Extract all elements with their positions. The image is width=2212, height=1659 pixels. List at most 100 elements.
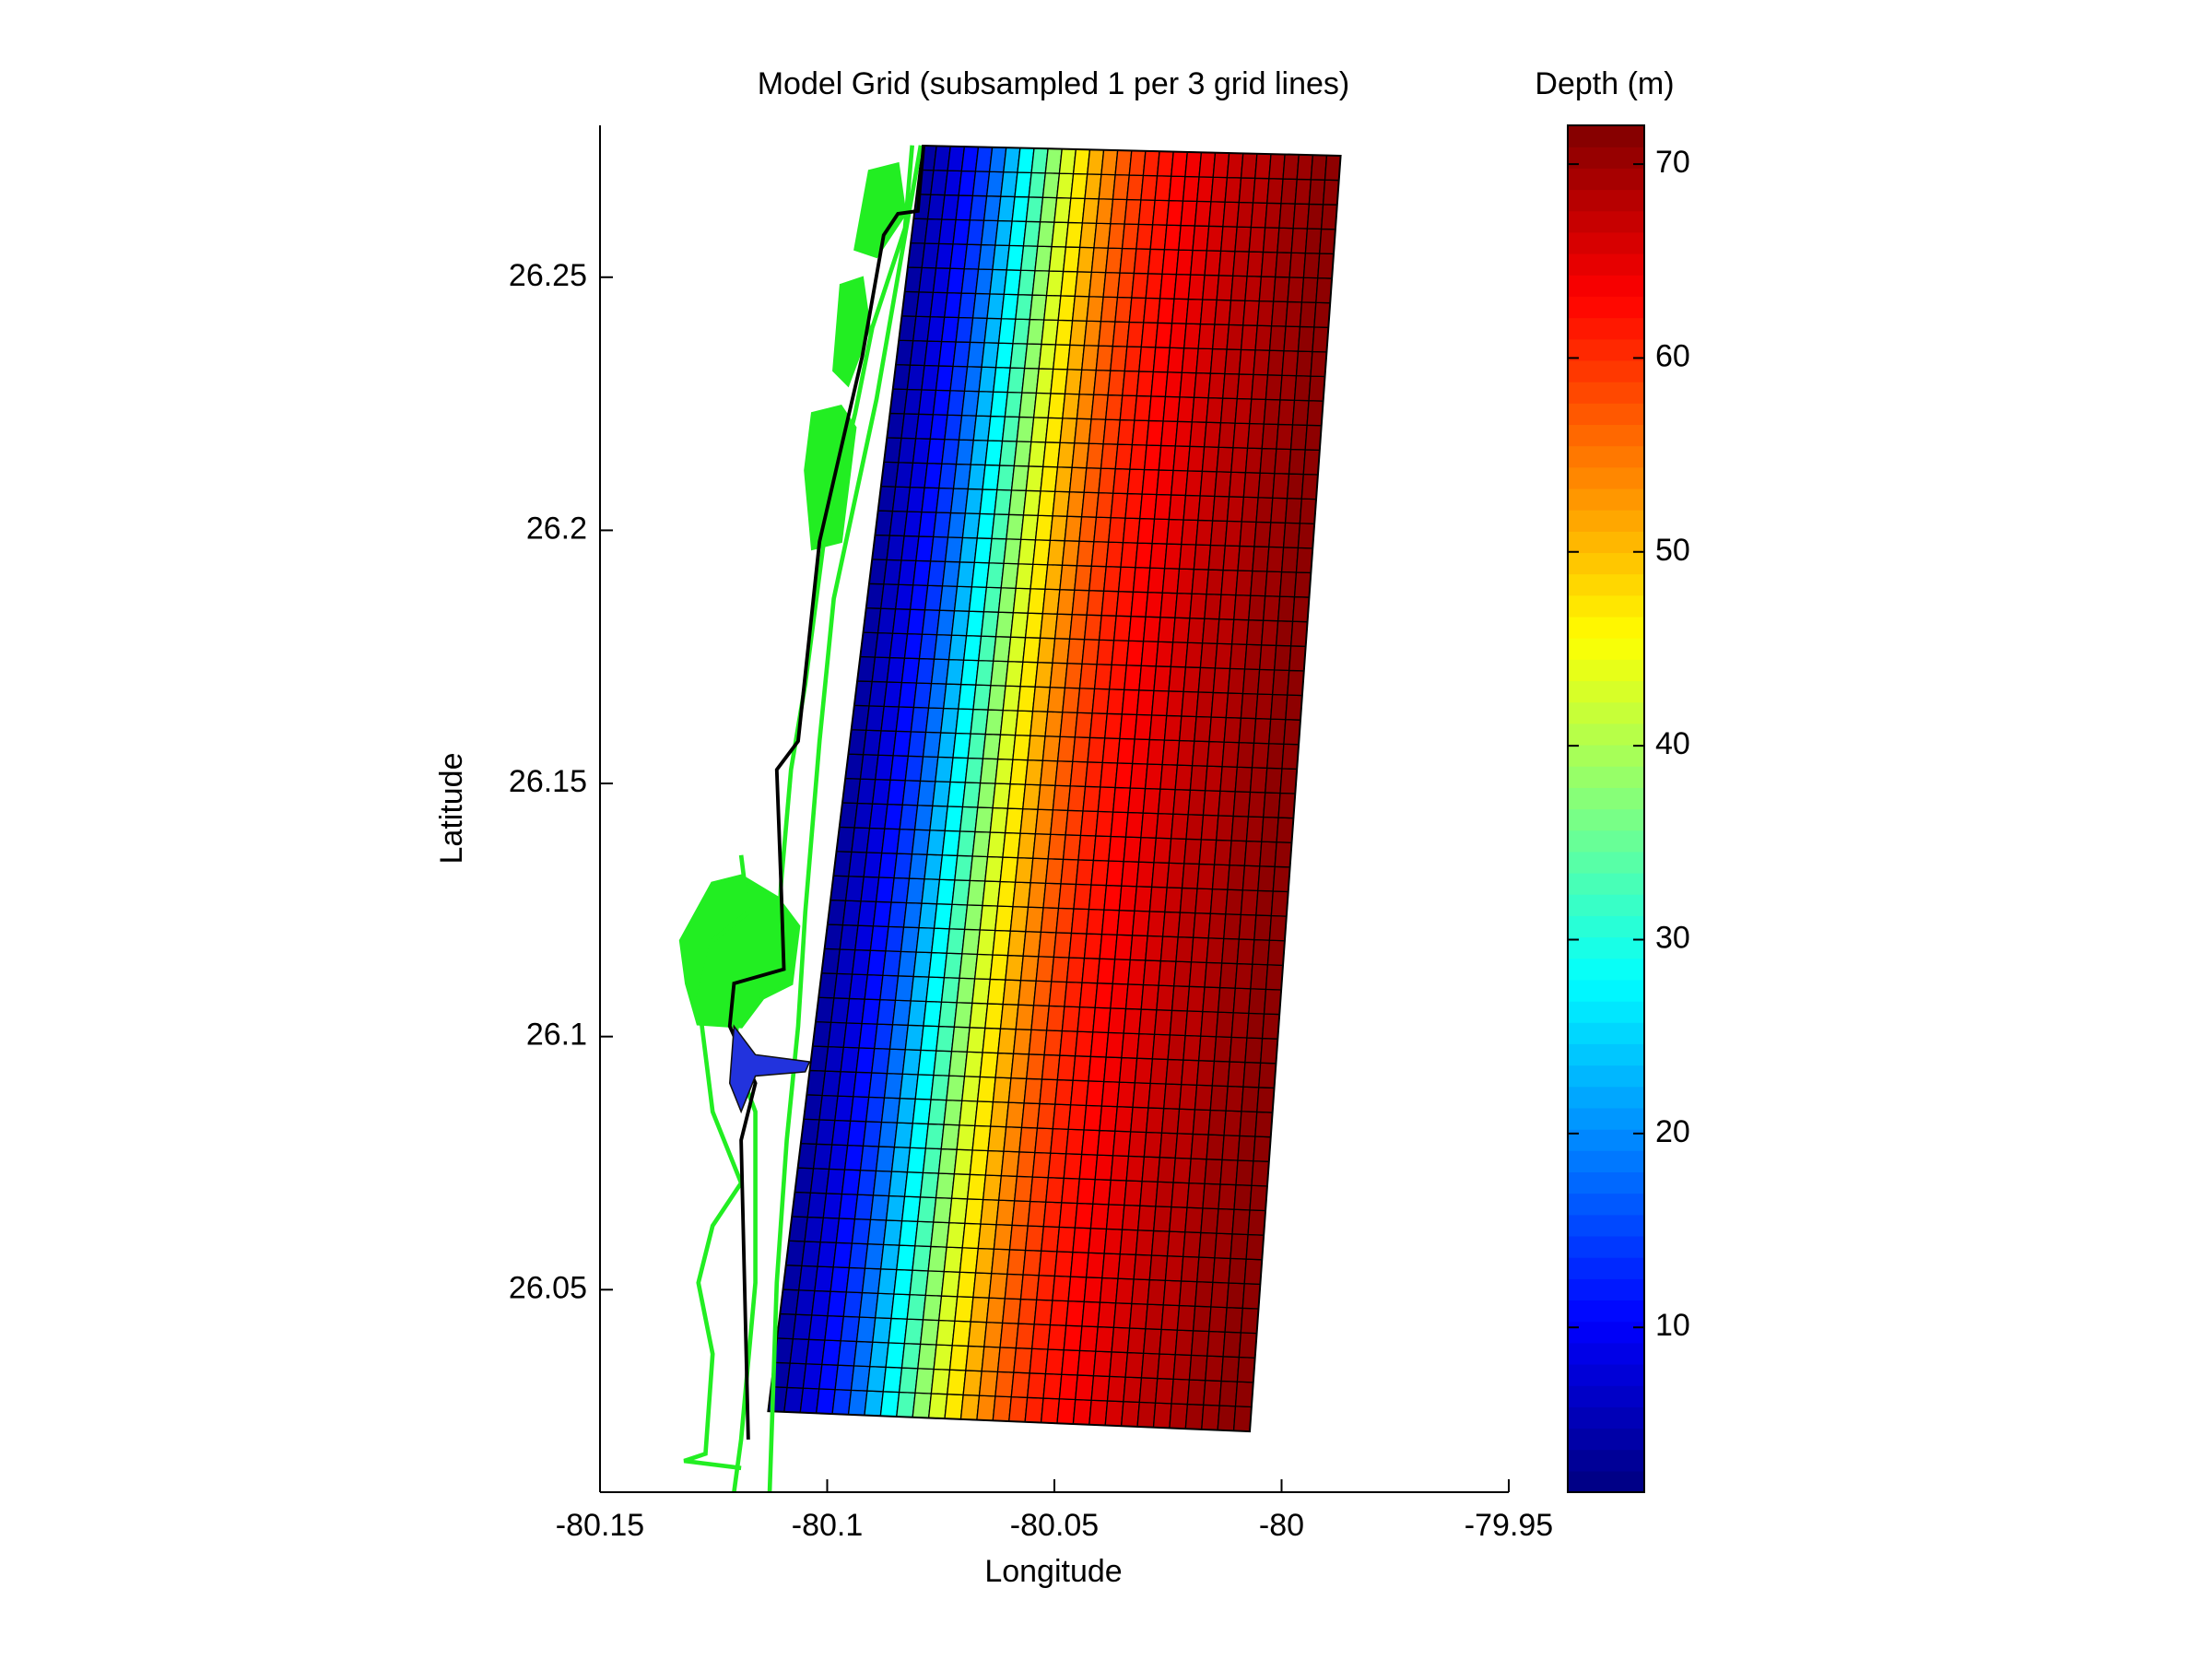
mesh-cell [1174,1133,1194,1159]
mesh-cell [1245,816,1265,842]
colorbar-tick-label: 10 [1655,1308,1690,1343]
mesh-cell [1085,1252,1105,1279]
mesh-cell [1150,1230,1171,1257]
mesh-cell [1302,252,1321,279]
mesh-cell [1147,567,1166,594]
mesh-cell [1270,497,1288,524]
mesh-cell [974,1247,995,1275]
mesh-cell [1234,766,1253,794]
coastline [678,145,925,1493]
mesh-cell [999,1003,1019,1030]
colorbar-swatch [1568,210,1644,233]
mesh-cell [1199,299,1218,325]
mesh-cell [1058,1373,1078,1401]
mesh-cell [1150,371,1169,397]
mesh-cell [1241,865,1261,892]
mesh-cell [1259,447,1277,475]
mesh-cell [1288,448,1306,476]
mesh-cell [1092,835,1112,862]
mesh-cell [1205,1355,1224,1382]
mesh-cell [1190,936,1209,964]
mesh-cell [1075,1374,1095,1401]
mesh-cell [1207,544,1226,571]
mesh-cell [1167,1034,1186,1061]
mesh-cell [1184,1010,1204,1037]
colorbar-swatch [1568,424,1644,447]
colorbar-swatch [1568,1321,1644,1344]
mesh-cell [1200,1010,1219,1038]
mesh-cell [1129,443,1147,471]
mesh-cell [1226,324,1244,351]
mesh-cell [1227,864,1246,891]
mesh-cell [1004,1273,1024,1300]
mesh-cell [1167,347,1185,373]
mesh-cell [1216,1207,1235,1235]
mesh-cell [1270,693,1288,721]
colorbar-swatch [1568,958,1644,981]
mesh-cell [1052,784,1071,811]
mesh-cell [1226,1282,1245,1309]
colorbar-swatch [1568,616,1644,639]
mesh-cell [969,1149,989,1176]
mesh-cell [1160,1107,1181,1135]
mesh-cell [1025,906,1044,933]
mesh-cell [1169,1403,1189,1430]
mesh-cell [1047,1152,1067,1179]
mesh-cell [1042,882,1062,910]
mesh-cell [1235,570,1253,596]
mesh-cell [1030,1005,1050,1031]
mesh-cell [1287,276,1305,303]
mesh-cell [1031,1151,1052,1179]
mesh-cell [927,1393,948,1419]
mesh-cell [1079,810,1100,837]
y-tick-label: 26.25 [509,258,587,293]
mesh-cell [1116,910,1135,936]
mesh-cell [966,1173,987,1201]
mesh-cell [1168,494,1187,521]
mesh-cell [1194,519,1214,547]
colorbar-swatch [1568,936,1644,959]
mesh-cell [1222,545,1241,571]
mesh-cell [1124,983,1145,1010]
colorbar-swatch [1568,594,1644,618]
mesh-cell [1192,225,1210,252]
mesh-cell [1287,669,1305,697]
mesh-cell [1176,396,1195,423]
mesh-cell [1045,1176,1065,1204]
mesh-cell [1155,812,1174,840]
mesh-cell [1099,933,1118,960]
mesh-cell [1150,862,1171,888]
mesh-cell [1238,717,1257,744]
mesh-cell [1099,1277,1119,1304]
mesh-cell [1166,862,1185,889]
mesh-cell [1168,838,1187,865]
axes [599,124,1645,1493]
mesh-cell [1155,1181,1174,1208]
mesh-cell [1074,712,1093,738]
mesh-cell [1090,1374,1111,1402]
mesh-cell [1276,423,1294,451]
mesh-cell [1157,1157,1176,1183]
colorbar-swatch [1568,573,1644,596]
mesh-cell [984,1149,1005,1177]
mesh-cell [1277,399,1296,426]
mesh-cell [1198,839,1218,865]
mesh-cell [992,1077,1012,1103]
colorbar-swatch [1568,296,1644,319]
mesh-cell [1095,1325,1115,1353]
mesh-cell [1114,762,1134,789]
mesh-cell [1103,1056,1123,1083]
mesh-cell [1055,907,1075,935]
mesh-cell [1201,618,1220,644]
mesh-cell [1110,982,1129,1010]
mesh-cell [983,1321,1004,1348]
mesh-cell [1206,396,1224,424]
mesh-cell [1250,570,1268,597]
mesh-cell [1206,225,1224,252]
mesh-cell [1232,422,1251,449]
mesh-cell [1248,594,1266,621]
mesh-cell [1202,790,1221,817]
mesh-cell [1241,496,1259,524]
mesh-cell [1196,863,1216,890]
mesh-cell [1088,1055,1107,1083]
